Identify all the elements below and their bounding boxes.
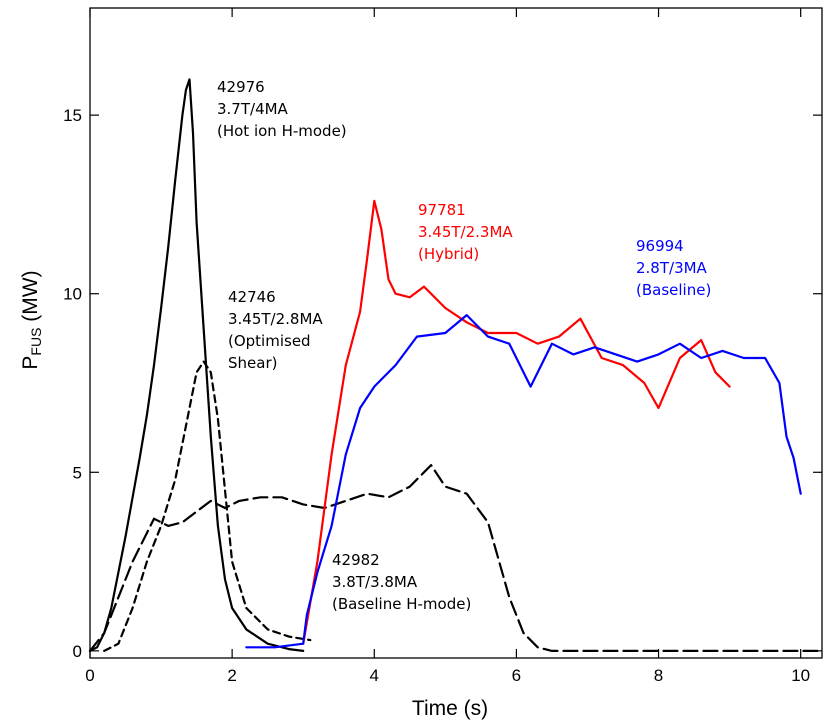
y-axis-label-main: P	[19, 356, 42, 370]
annotation-text: 3.45T/2.8MA	[228, 310, 323, 328]
annotation-text: 42976	[217, 78, 265, 96]
annotation-text: 96994	[636, 237, 684, 255]
series-line-97781	[302, 199, 731, 645]
plot-frame	[89, 7, 823, 659]
y-tick-label: 0	[73, 642, 82, 661]
x-tick-label: 10	[791, 666, 810, 685]
y-axis-label-sub: FUS	[28, 328, 44, 356]
annotation-text: (Optimised	[228, 332, 311, 350]
annotation-text: 2.8T/3MA	[636, 259, 708, 277]
y-axis-label-unit: (MW)	[19, 270, 42, 327]
annotation-text: 3.8T/3.8MA	[332, 573, 418, 591]
annotation-text: 42982	[332, 551, 380, 569]
annotation-text: Shear)	[228, 354, 277, 372]
x-axis-label: Time (s)	[412, 697, 488, 720]
annotations: 42976 3.7T/4MA (Hot ion H-mode) 42746 3.45T/…	[217, 78, 711, 613]
series-line-42746	[103, 360, 312, 653]
annotation-text: 3.45T/2.3MA	[418, 223, 513, 241]
x-tick-label: 0	[85, 666, 94, 685]
annotation-text: (Hot ion H-mode)	[217, 122, 347, 140]
annotation-text: (Baseline H-mode)	[332, 595, 471, 613]
series-line-42976	[88, 78, 305, 653]
x-tick-label: 8	[654, 666, 663, 685]
y-tick-label: 10	[63, 285, 82, 304]
y-tick-label: 5	[73, 463, 82, 482]
annotation-text: (Baseline)	[636, 281, 711, 299]
axes: 0 2 4 6 8 10 0 5 10 15	[63, 7, 823, 685]
plot-area	[88, 78, 824, 653]
annotation-text: 42746	[228, 288, 276, 306]
y-axis-label: PFUS (MW)	[19, 270, 44, 369]
x-tick-label: 2	[227, 666, 236, 685]
y-tick-label: 15	[63, 106, 82, 125]
annotation-text: 3.7T/4MA	[217, 100, 289, 118]
annotation-text: (Hybrid)	[418, 245, 479, 263]
series-line-42982	[88, 464, 824, 653]
x-tick-label: 4	[370, 666, 379, 685]
annotation-text: 97781	[418, 201, 466, 219]
series-line-96994	[245, 314, 802, 649]
x-tick-label: 6	[512, 666, 521, 685]
